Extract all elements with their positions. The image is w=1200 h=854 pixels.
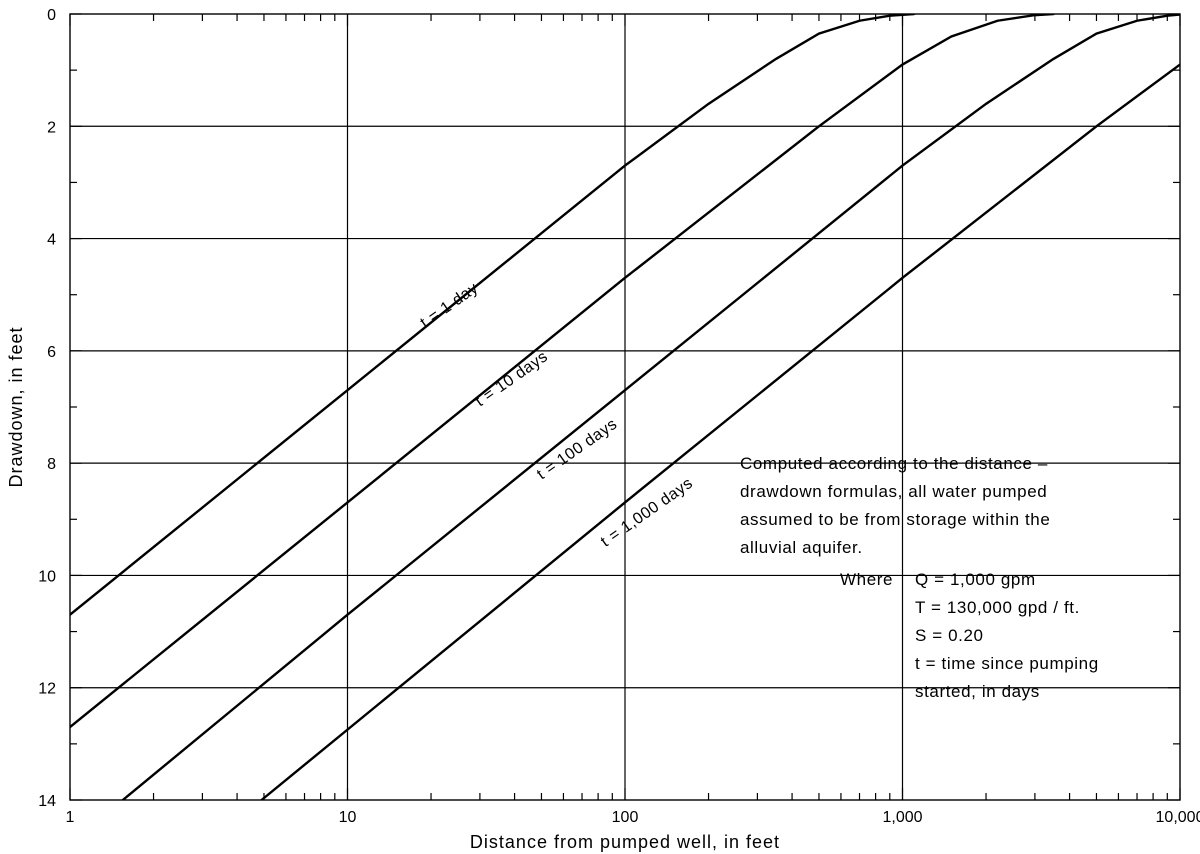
y-tick-label: 12 — [38, 681, 56, 698]
y-tick-label: 2 — [47, 119, 56, 136]
note-param: S = 0.20 — [915, 626, 984, 645]
drawdown-chart: 1 10 100 1,000 10,000 0 2 4 6 8 10 12 14 Distance fro… — [0, 0, 1200, 854]
y-tick-label: 8 — [47, 456, 56, 473]
note-line: Computed according to the distance – — [740, 454, 1048, 473]
x-tick-label: 10,000 — [1156, 809, 1200, 826]
y-tick-label: 10 — [38, 568, 56, 585]
y-tick-label: 4 — [47, 232, 56, 249]
y-tick-label: 6 — [47, 344, 56, 361]
chart-svg: 1 10 100 1,000 10,000 0 2 4 6 8 10 12 14 Distance fro… — [0, 0, 1200, 854]
note-param: Q = 1,000 gpm — [915, 570, 1036, 589]
note-param: started, in days — [915, 682, 1040, 701]
y-tick-label: 0 — [47, 7, 56, 24]
x-tick-label: 100 — [612, 809, 639, 826]
x-axis-label: Distance from pumped well, in feet — [470, 832, 780, 852]
x-tick-label: 1 — [66, 809, 75, 826]
note-line: alluvial aquifer. — [740, 538, 863, 557]
note-where: Where — [840, 570, 893, 589]
x-tick-label: 10 — [339, 809, 357, 826]
note-line: assumed to be from storage within the — [740, 510, 1050, 529]
y-axis-label: Drawdown, in feet — [6, 326, 26, 487]
x-tick-label: 1,000 — [882, 809, 922, 826]
y-tick-label: 14 — [38, 793, 56, 810]
note-param: T = 130,000 gpd / ft. — [915, 598, 1080, 617]
note-param: t = time since pumping — [915, 654, 1099, 673]
note-line: drawdown formulas, all water pumped — [740, 482, 1047, 501]
